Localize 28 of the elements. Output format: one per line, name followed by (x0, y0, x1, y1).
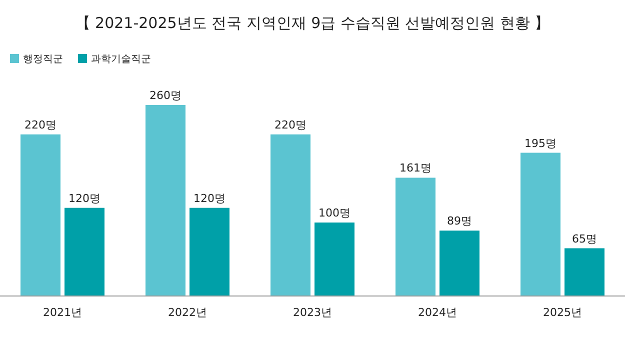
x-tick-label: 2023년 (293, 306, 332, 319)
x-tick-label: 2025년 (543, 306, 582, 319)
data-label: 161명 (400, 162, 432, 175)
bar (20, 134, 60, 296)
data-label: 195명 (524, 136, 556, 150)
data-label: 120명 (68, 192, 100, 205)
chart-title: 【 2021-2025년도 전국 지역인재 9급 수습직원 선발예정인원 현황 】 (75, 14, 550, 32)
bar (396, 178, 436, 296)
bar (564, 248, 604, 296)
bar (520, 152, 560, 296)
bar (146, 105, 186, 296)
data-label: 220명 (24, 118, 56, 132)
x-tick-label: 2021년 (43, 306, 82, 319)
bar (64, 208, 104, 296)
data-label: 220명 (274, 118, 306, 132)
data-label: 65명 (572, 232, 597, 246)
legend-label: 행정직군 (23, 54, 63, 65)
bar (440, 230, 480, 296)
bar (270, 134, 310, 296)
data-label: 120명 (194, 192, 226, 205)
x-tick-label: 2024년 (418, 306, 457, 319)
bar (314, 222, 354, 296)
bar (190, 208, 230, 296)
data-label: 260명 (150, 89, 182, 102)
x-tick-label: 2022년 (168, 306, 207, 319)
legend-label: 과학기술직군 (91, 54, 151, 65)
data-label: 100명 (318, 206, 350, 220)
data-label: 89명 (447, 214, 472, 228)
